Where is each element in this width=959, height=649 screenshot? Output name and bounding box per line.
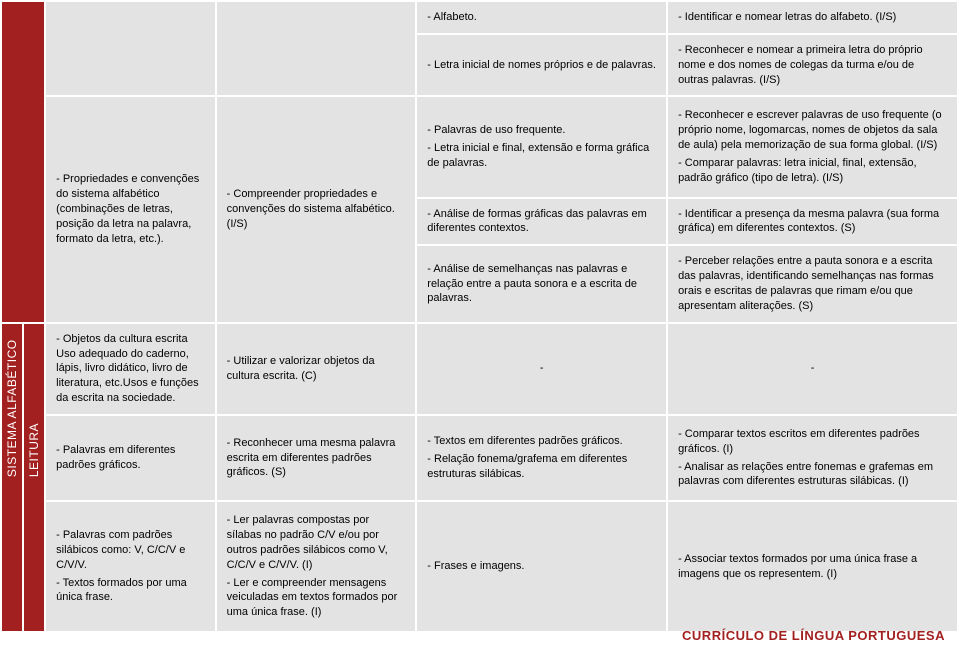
cell-text: - Reconhecer e nomear a primeira letra d… xyxy=(678,44,923,86)
cell-text: - Palavras de uso frequente. xyxy=(427,123,656,138)
cell: - Textos em diferentes padrões gráficos.… xyxy=(416,415,667,501)
cell-text: - Propriedades e convenções do sistema a… xyxy=(56,173,199,244)
cell: - Propriedades e convenções do sistema a… xyxy=(45,96,216,322)
table-row: - Palavras com padrões silábicos como: V… xyxy=(1,501,958,632)
cell-text: - Perceber relações entre a pauta sonora… xyxy=(678,255,934,312)
cell: - Palavras de uso frequente. - Letra ini… xyxy=(416,96,667,197)
cell-text: - Utilizar e valorizar objetos da cultur… xyxy=(227,355,375,382)
cell: - Frases e imagens. xyxy=(416,501,667,632)
footer-title: CURRÍCULO DE LÍNGUA PORTUGUESA xyxy=(682,628,945,643)
cell-text: - Associar textos formados por uma única… xyxy=(678,553,917,580)
cell: - Ler palavras compostas por sílabas no … xyxy=(216,501,417,632)
side-red-outer: SISTEMA ALFABÉTICO xyxy=(1,323,23,633)
table-row: - Palavras em diferentes padrões gráfico… xyxy=(1,415,958,501)
cell: - Identificar e nomear letras do alfabet… xyxy=(667,1,958,34)
cell: - Palavras com padrões silábicos como: V… xyxy=(45,501,216,632)
cell: - xyxy=(667,323,958,415)
cell-empty xyxy=(216,1,417,96)
cell-text: - Reconhecer e escrever palavras de uso … xyxy=(678,108,947,153)
cell: - Letra inicial de nomes próprios e de p… xyxy=(416,34,667,97)
cell: - Comparar textos escritos em diferentes… xyxy=(667,415,958,501)
cell: - Associar textos formados por uma única… xyxy=(667,501,958,632)
cell-text: - Reconhecer uma mesma palavra escrita e… xyxy=(227,437,396,479)
cell-text: - Alfabeto. xyxy=(427,11,477,23)
cell: - Identificar a presença da mesma palavr… xyxy=(667,198,958,246)
table-row: - Propriedades e convenções do sistema a… xyxy=(1,96,958,197)
cell-text: - Comparar palavras: letra inicial, fina… xyxy=(678,156,947,186)
cell-text: - Letra inicial e final, extensão e form… xyxy=(427,141,656,171)
curriculum-table-container: - Alfabeto. - Identificar e nomear letra… xyxy=(0,0,959,633)
cell: - Alfabeto. xyxy=(416,1,667,34)
curriculum-table: - Alfabeto. - Identificar e nomear letra… xyxy=(0,0,959,633)
cell-text: - Identificar e nomear letras do alfabet… xyxy=(678,11,896,23)
cell-text: - Analisar as relações entre fonemas e g… xyxy=(678,460,947,490)
cell-text: - Análise de semelhanças nas palavras e … xyxy=(427,263,637,305)
cell: - Reconhecer uma mesma palavra escrita e… xyxy=(216,415,417,501)
cell-text: - Análise de formas gráficas das palavra… xyxy=(427,208,647,235)
cell-text: - Textos em diferentes padrões gráficos. xyxy=(427,434,656,449)
side-red-inner: LEITURA xyxy=(23,323,45,633)
cell: - Perceber relações entre a pauta sonora… xyxy=(667,245,958,322)
cell-text: - Palavras com padrões silábicos como: V… xyxy=(56,528,205,573)
cell-text: - xyxy=(540,362,544,374)
cell: - Objetos da cultura escrita Uso adequad… xyxy=(45,323,216,415)
cell: - Reconhecer e nomear a primeira letra d… xyxy=(667,34,958,97)
cell-text: - Compreender propriedades e convenções … xyxy=(227,188,395,230)
cell-text: - Textos formados por uma única frase. xyxy=(56,576,205,606)
cell: - Reconhecer e escrever palavras de uso … xyxy=(667,96,958,197)
cell: - Palavras em diferentes padrões gráfico… xyxy=(45,415,216,501)
cell-text: - Ler e compreender mensagens veiculadas… xyxy=(227,576,406,621)
table-row: SISTEMA ALFABÉTICO LEITURA - Objetos da … xyxy=(1,323,958,415)
cell: - Análise de formas gráficas das palavra… xyxy=(416,198,667,246)
cell-text: - Relação fonema/grafema em diferentes e… xyxy=(427,452,656,482)
cell-text: - Letra inicial de nomes próprios e de p… xyxy=(427,59,656,71)
cell: - xyxy=(416,323,667,415)
cell-text: - Palavras em diferentes padrões gráfico… xyxy=(56,444,175,471)
cell-text: - Frases e imagens. xyxy=(427,560,524,572)
cell: - Análise de semelhanças nas palavras e … xyxy=(416,245,667,322)
cell-text: - Ler palavras compostas por sílabas no … xyxy=(227,513,406,572)
cell-text: - Objetos da cultura escrita Uso adequad… xyxy=(56,333,198,404)
cell-text: - xyxy=(811,362,815,374)
page-footer: CURRÍCULO DE LÍNGUA PORTUGUESA xyxy=(682,628,945,643)
table-row: - Alfabeto. - Identificar e nomear letra… xyxy=(1,1,958,34)
cell-empty xyxy=(45,1,216,96)
side-red-upper xyxy=(1,1,45,323)
cell: - Utilizar e valorizar objetos da cultur… xyxy=(216,323,417,415)
cell: - Compreender propriedades e convenções … xyxy=(216,96,417,322)
cell-text: - Identificar a presença da mesma palavr… xyxy=(678,208,939,235)
cell-text: - Comparar textos escritos em diferentes… xyxy=(678,427,947,457)
